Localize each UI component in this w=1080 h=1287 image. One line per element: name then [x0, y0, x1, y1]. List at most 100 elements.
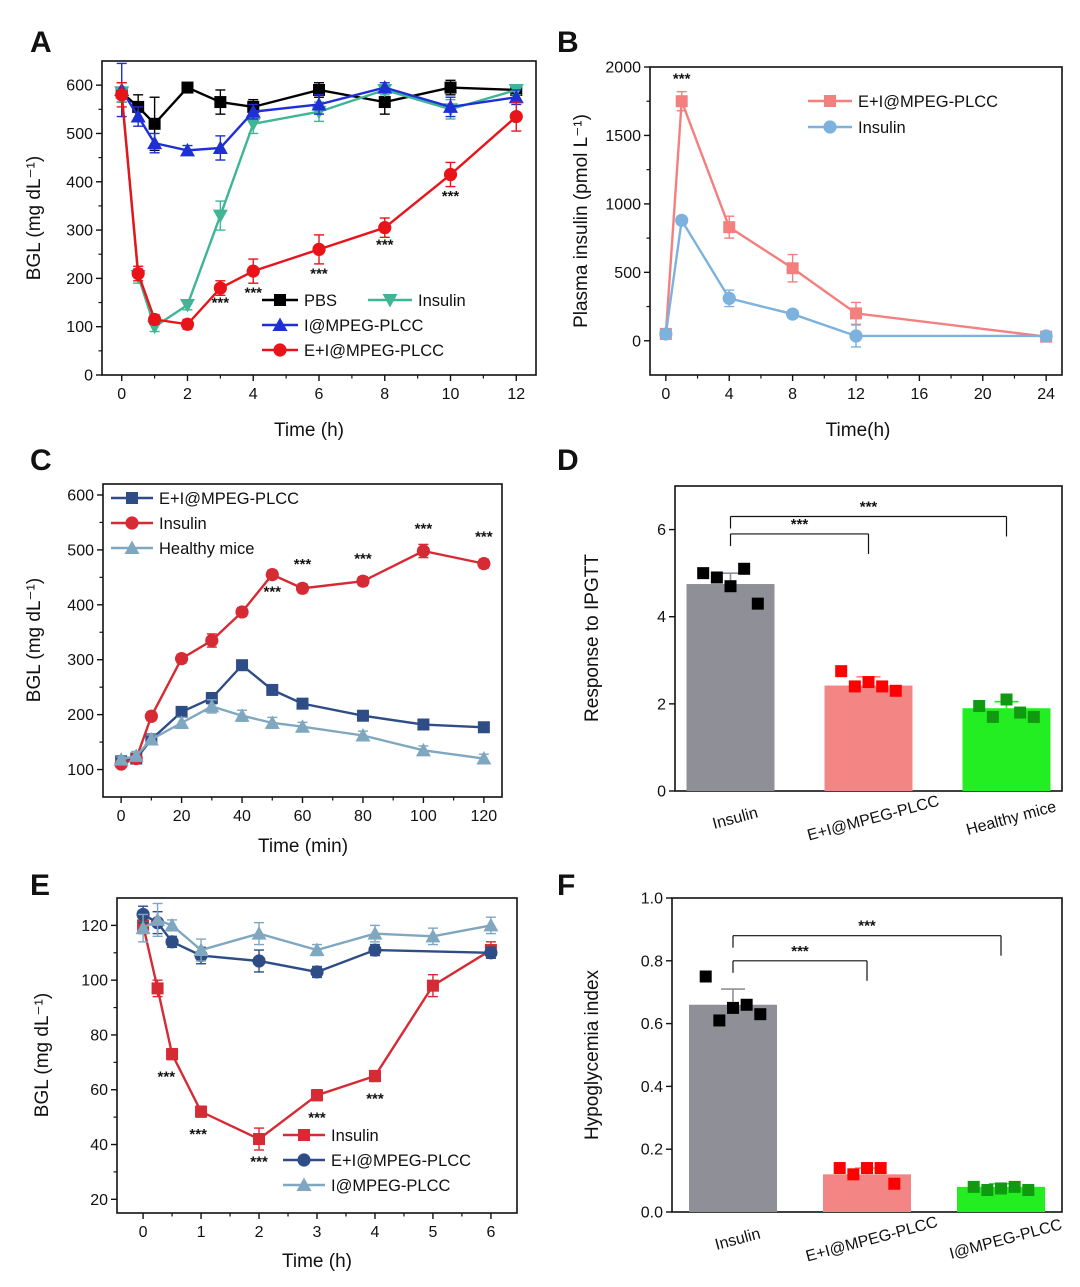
data-point	[477, 557, 491, 571]
x-tick-label: 120	[471, 808, 498, 825]
data-point	[415, 742, 431, 757]
data-point	[355, 727, 371, 742]
x-tick-label: 6	[486, 1224, 495, 1241]
data-point	[311, 1089, 323, 1102]
series-line	[120, 86, 517, 126]
legend-marker	[126, 492, 138, 504]
data-point	[699, 970, 712, 983]
data-point	[143, 731, 159, 746]
y-tick-label: 40	[90, 1137, 108, 1154]
significance-label: ***	[158, 1069, 176, 1086]
data-point	[181, 81, 194, 94]
data-point	[253, 1133, 266, 1146]
data-point	[193, 942, 209, 957]
data-point	[236, 659, 249, 672]
x-tick-label: 10	[442, 386, 460, 403]
series-line	[664, 100, 1047, 338]
data-point	[135, 920, 151, 935]
y-tick-label: 0	[632, 333, 641, 350]
y-axis-label: Plasma insulin (pmol L⁻¹)	[571, 114, 592, 328]
bar	[824, 685, 913, 791]
data-point	[252, 954, 266, 968]
x-tick-label: Healthy mice	[964, 798, 1058, 838]
series-I@MPEG-PLCC	[135, 902, 499, 962]
data-point	[723, 221, 736, 234]
data-point	[212, 209, 228, 224]
data-point	[212, 140, 228, 154]
x-tick-label: Insulin	[713, 1225, 762, 1253]
series-Healthy mice	[113, 698, 492, 766]
data-point	[378, 96, 391, 109]
y-tick-label: 100	[66, 319, 93, 336]
x-tick-label: 0	[117, 808, 126, 825]
legend-marker	[274, 294, 286, 306]
data-point	[148, 117, 161, 130]
y-tick-label: 400	[66, 174, 93, 191]
series-line	[120, 86, 517, 152]
x-tick-label: Insulin	[711, 804, 760, 832]
data-point	[179, 298, 195, 313]
data-point	[1022, 1184, 1035, 1197]
legend-marker	[273, 343, 287, 357]
y-tick-label: 0.0	[641, 1205, 663, 1222]
data-point	[195, 1105, 208, 1118]
legend-label: E+I@MPEG-PLCC	[331, 1152, 471, 1170]
data-point	[754, 1008, 767, 1021]
x-tick-label: 40	[233, 808, 251, 825]
data-point	[266, 683, 279, 696]
x-tick-label: E+I@MPEG-PLCC	[804, 1214, 940, 1266]
x-tick-label: 12	[847, 386, 865, 403]
panel-letter: B	[557, 26, 579, 59]
x-tick-label: 24	[1037, 386, 1055, 403]
data-point	[179, 142, 195, 157]
significance-label: ***	[673, 70, 691, 87]
data-point	[443, 99, 459, 113]
data-point	[128, 748, 144, 762]
x-tick-label: 2	[255, 1224, 264, 1241]
data-point	[888, 1177, 901, 1190]
y-tick-label: 300	[67, 652, 94, 669]
x-axis-label: Time (h)	[282, 1251, 352, 1272]
data-point	[309, 942, 325, 957]
y-tick-label: 600	[66, 78, 93, 95]
data-point	[675, 95, 688, 108]
data-point	[166, 1048, 179, 1061]
y-tick-label: 500	[67, 542, 94, 559]
data-point	[151, 982, 164, 995]
significance-label: ***	[475, 529, 493, 546]
data-point	[476, 751, 492, 765]
bar	[689, 1004, 777, 1212]
series-E+I@MPEG-PLCC	[115, 82, 523, 331]
chart-panel-E: E 0 1 2 3 4 5 6 20 40 60 80 100 120 Time (h) BGL (mg dL…	[30, 869, 518, 1272]
data-point	[1000, 693, 1013, 706]
legend-label: E+I@MPEG-PLCC	[159, 490, 299, 508]
data-point	[848, 680, 861, 693]
x-tick-label: 0	[117, 386, 126, 403]
x-tick-label: 4	[371, 1224, 380, 1241]
data-point	[1014, 706, 1027, 719]
data-point	[130, 109, 146, 123]
x-tick-label: 1	[197, 1224, 206, 1241]
data-point	[234, 708, 250, 722]
data-point	[727, 1001, 739, 1014]
data-point	[265, 568, 279, 582]
data-point	[174, 652, 189, 666]
data-point	[967, 1180, 980, 1193]
series-I@MPEG-PLCC	[114, 62, 524, 161]
legend: PBS Insulin I@MPEG-PLCC E+I@MPEG-PLCC	[262, 292, 466, 360]
data-point	[835, 665, 848, 678]
data-point	[144, 709, 158, 723]
y-tick-label: 0.6	[641, 1016, 663, 1033]
panel-letter: D	[557, 444, 579, 477]
data-point	[973, 700, 986, 713]
panel-letter: E	[30, 869, 50, 902]
x-tick-label: 4	[725, 386, 734, 403]
x-axis-label: Time (h)	[274, 420, 344, 441]
data-point	[246, 264, 260, 278]
y-tick-label: 600	[67, 487, 94, 504]
data-point	[180, 317, 195, 331]
significance-label: ***	[189, 1126, 207, 1143]
significance-label: ***	[294, 556, 312, 573]
legend-label: Insulin	[331, 1127, 379, 1145]
data-point	[889, 684, 902, 697]
